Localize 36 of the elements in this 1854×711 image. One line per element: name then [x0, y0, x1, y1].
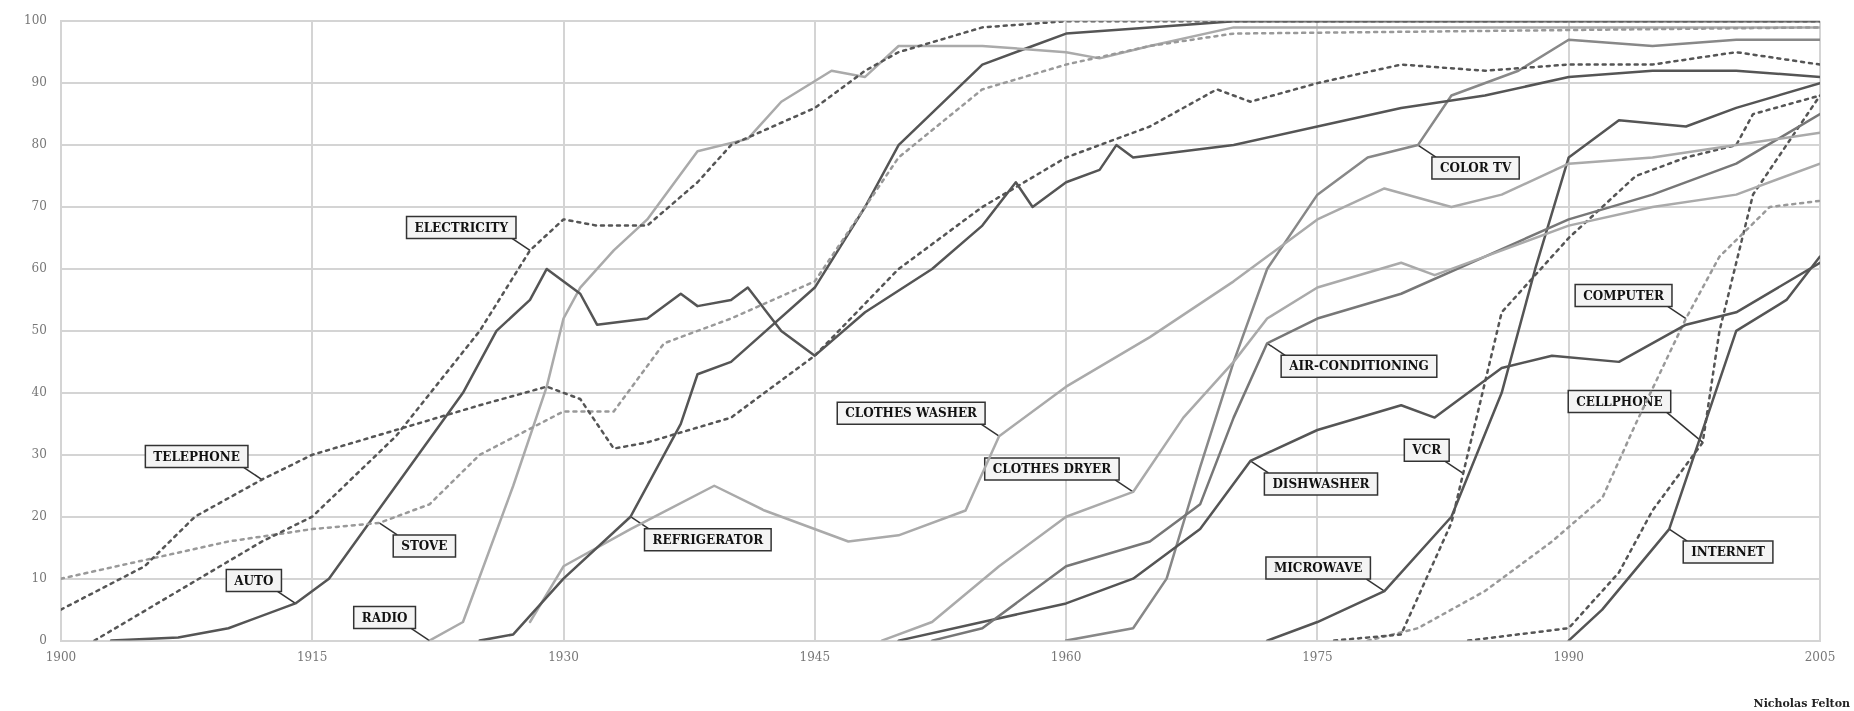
annotation: STOVE [401, 539, 448, 554]
annotation: ELECTRICITY [414, 220, 509, 235]
x-tick-label: 1990 [1553, 649, 1584, 664]
annotation: CELLPHONE [1576, 394, 1663, 409]
annotation: REFRIGERATOR [652, 532, 765, 547]
y-tick-label: 20 [31, 508, 47, 523]
y-tick-label: 40 [31, 384, 47, 399]
annotation: COMPUTER [1583, 288, 1665, 303]
annotation: CLOTHES WASHER [845, 406, 979, 421]
annotation: COLOR TV [1439, 161, 1512, 176]
annotation: TELEPHONE [153, 449, 240, 464]
annotation: AUTO [233, 573, 274, 588]
y-tick-label: 10 [31, 570, 47, 585]
x-tick-label: 1900 [45, 649, 77, 664]
y-tick-label: 80 [31, 137, 47, 152]
annotation: CLOTHES DRYER [992, 462, 1113, 477]
x-tick-label: 2005 [1804, 649, 1836, 664]
y-tick-label: 70 [31, 199, 47, 214]
annotation: RADIO [361, 610, 408, 625]
text: Nicholas Felton [1753, 697, 1850, 711]
annotation: DISHWASHER [1272, 477, 1371, 492]
x-tick-label: 1960 [1050, 649, 1082, 664]
x-tick-label: 1975 [1302, 649, 1333, 664]
annotation: VCR [1411, 443, 1443, 458]
x-tick-label: 1945 [799, 649, 831, 664]
y-tick-label: 0 [39, 632, 47, 647]
annotation: MICROWAVE [1273, 561, 1363, 576]
y-tick-label: 100 [24, 13, 47, 28]
y-tick-label: 30 [31, 446, 47, 461]
annotation: AIR-CONDITIONING [1288, 359, 1429, 374]
y-tick-label: 50 [31, 323, 47, 338]
x-tick-label: 1915 [296, 649, 328, 664]
x-tick-label: 1930 [548, 649, 579, 664]
y-tick-label: 90 [31, 75, 47, 90]
y-tick-label: 60 [31, 261, 47, 276]
annotation: INTERNET [1691, 545, 1765, 560]
